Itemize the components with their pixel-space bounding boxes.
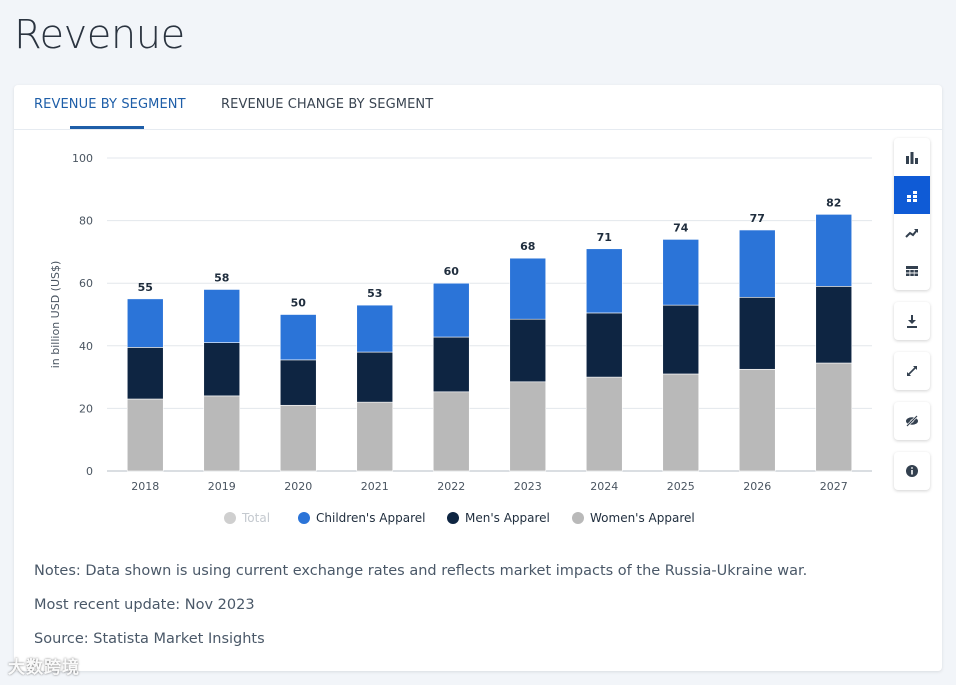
stacked-bar-button[interactable] (894, 176, 930, 214)
x-tick-label: 2024 (590, 480, 618, 493)
legend-marker (447, 512, 459, 524)
fullscreen-button[interactable] (894, 352, 930, 390)
bar-chart-icon (906, 152, 918, 164)
download-icon (907, 315, 917, 328)
active-tab-indicator (70, 126, 144, 129)
bar-segment-men-s-apparel (432, 336, 470, 393)
total-data-label: 55 (138, 281, 153, 294)
total-data-label: 71 (597, 231, 612, 244)
bar-segment-children-s-apparel (126, 298, 164, 348)
bar-segment-women-s-apparel (203, 395, 241, 472)
bar-segment-children-s-apparel (738, 229, 776, 298)
legend-marker (572, 512, 584, 524)
legend-marker (298, 512, 310, 524)
source-text: Source: Statista Market Insights (34, 631, 265, 647)
bar-segment-men-s-apparel (815, 286, 853, 364)
bar-segment-women-s-apparel (126, 398, 164, 472)
trend-line-icon (905, 229, 918, 238)
bar-segment-children-s-apparel (279, 314, 317, 361)
hide-button[interactable] (894, 402, 930, 440)
info-group (894, 452, 930, 490)
chart-toolbar (894, 138, 930, 502)
bar-segment-men-s-apparel (279, 359, 317, 406)
notes-text: Notes: Data shown is using current excha… (34, 563, 808, 579)
total-data-label: 77 (750, 212, 765, 225)
x-tick-label: 2019 (208, 480, 236, 493)
y-tick-label: 0 (86, 465, 93, 478)
bar-segment-children-s-apparel (815, 214, 853, 287)
bar-segment-women-s-apparel (279, 404, 317, 472)
tab-revenue-by-segment[interactable]: REVENUE BY SEGMENT (34, 97, 186, 112)
y-tick-label: 40 (79, 340, 93, 353)
x-tick-label: 2023 (514, 480, 542, 493)
bar-segment-men-s-apparel (738, 296, 776, 370)
chart-card: REVENUE BY SEGMENT REVENUE CHANGE BY SEG… (14, 85, 942, 671)
y-tick-label: 20 (79, 402, 93, 415)
bar-segment-children-s-apparel (662, 239, 700, 306)
bar-segment-children-s-apparel (203, 289, 241, 343)
bar-segment-women-s-apparel (585, 376, 623, 472)
y-axis-title: in billion USD (US$) (49, 261, 62, 369)
stacked-bar-chart: 0 20 40 60 80 100 in billion USD (US$) 55 2018 58… (49, 152, 872, 525)
x-tick-label: 2020 (284, 480, 312, 493)
bar-segment-women-s-apparel (356, 401, 394, 472)
y-tick-label: 60 (79, 277, 93, 290)
hide-group (894, 402, 930, 440)
legend-label: Children's Apparel (316, 511, 425, 525)
total-data-label: 68 (520, 240, 535, 253)
bar-segment-men-s-apparel (126, 347, 164, 400)
total-data-label: 74 (673, 221, 689, 234)
legend-label: Women's Apparel (590, 511, 695, 525)
trend-line-button[interactable] (894, 214, 930, 252)
bar-segment-women-s-apparel (509, 381, 547, 472)
download-button[interactable] (894, 302, 930, 340)
y-tick-label: 80 (79, 215, 93, 228)
info-icon (906, 465, 918, 477)
bar-segment-women-s-apparel (432, 391, 470, 472)
info-button[interactable] (894, 452, 930, 490)
x-tick-label: 2018 (131, 480, 159, 493)
legend-label: Total (241, 511, 270, 525)
bar-segment-women-s-apparel (738, 368, 776, 472)
bar-segment-men-s-apparel (203, 342, 241, 397)
fullscreen-group (894, 352, 930, 390)
stacked-bar-icon (907, 191, 917, 202)
table-view-button[interactable] (894, 252, 930, 290)
x-tick-label: 2025 (667, 480, 695, 493)
tab-bar: REVENUE BY SEGMENT REVENUE CHANGE BY SEG… (14, 85, 942, 130)
bar-segment-men-s-apparel (662, 304, 700, 375)
bar-segment-children-s-apparel (585, 248, 623, 314)
x-tick-label: 2027 (820, 480, 848, 493)
bar-segment-children-s-apparel (356, 304, 394, 353)
bar-segment-women-s-apparel (662, 373, 700, 472)
page-title: Revenue (14, 12, 185, 58)
hide-icon (906, 415, 918, 427)
download-group (894, 302, 930, 340)
bar-segment-children-s-apparel (509, 257, 547, 320)
update-text: Most recent update: Nov 2023 (34, 597, 255, 613)
legend-marker (224, 512, 236, 524)
total-data-label: 53 (367, 287, 382, 300)
y-tick-label: 100 (72, 152, 93, 165)
bar-segment-men-s-apparel (356, 351, 394, 403)
x-tick-label: 2026 (743, 480, 771, 493)
total-data-label: 82 (826, 196, 841, 209)
total-data-label: 60 (444, 265, 460, 278)
watermark: 大数跨境 (8, 658, 80, 678)
bar-segment-children-s-apparel (432, 282, 470, 338)
chart-notes: Notes: Data shown is using current excha… (34, 562, 807, 664)
table-icon (906, 266, 918, 276)
bar-segment-women-s-apparel (815, 362, 853, 472)
total-data-label: 58 (214, 271, 229, 284)
bar-segment-men-s-apparel (509, 318, 547, 383)
x-tick-label: 2021 (361, 480, 389, 493)
bar-segment-men-s-apparel (585, 312, 623, 378)
tab-revenue-change-by-segment[interactable]: REVENUE CHANGE BY SEGMENT (221, 97, 434, 112)
chart-type-group (894, 138, 930, 290)
legend-label: Men's Apparel (465, 511, 550, 525)
x-tick-label: 2022 (437, 480, 465, 493)
bar-chart-button[interactable] (894, 138, 930, 176)
total-data-label: 50 (291, 297, 307, 310)
fullscreen-icon (907, 366, 917, 376)
